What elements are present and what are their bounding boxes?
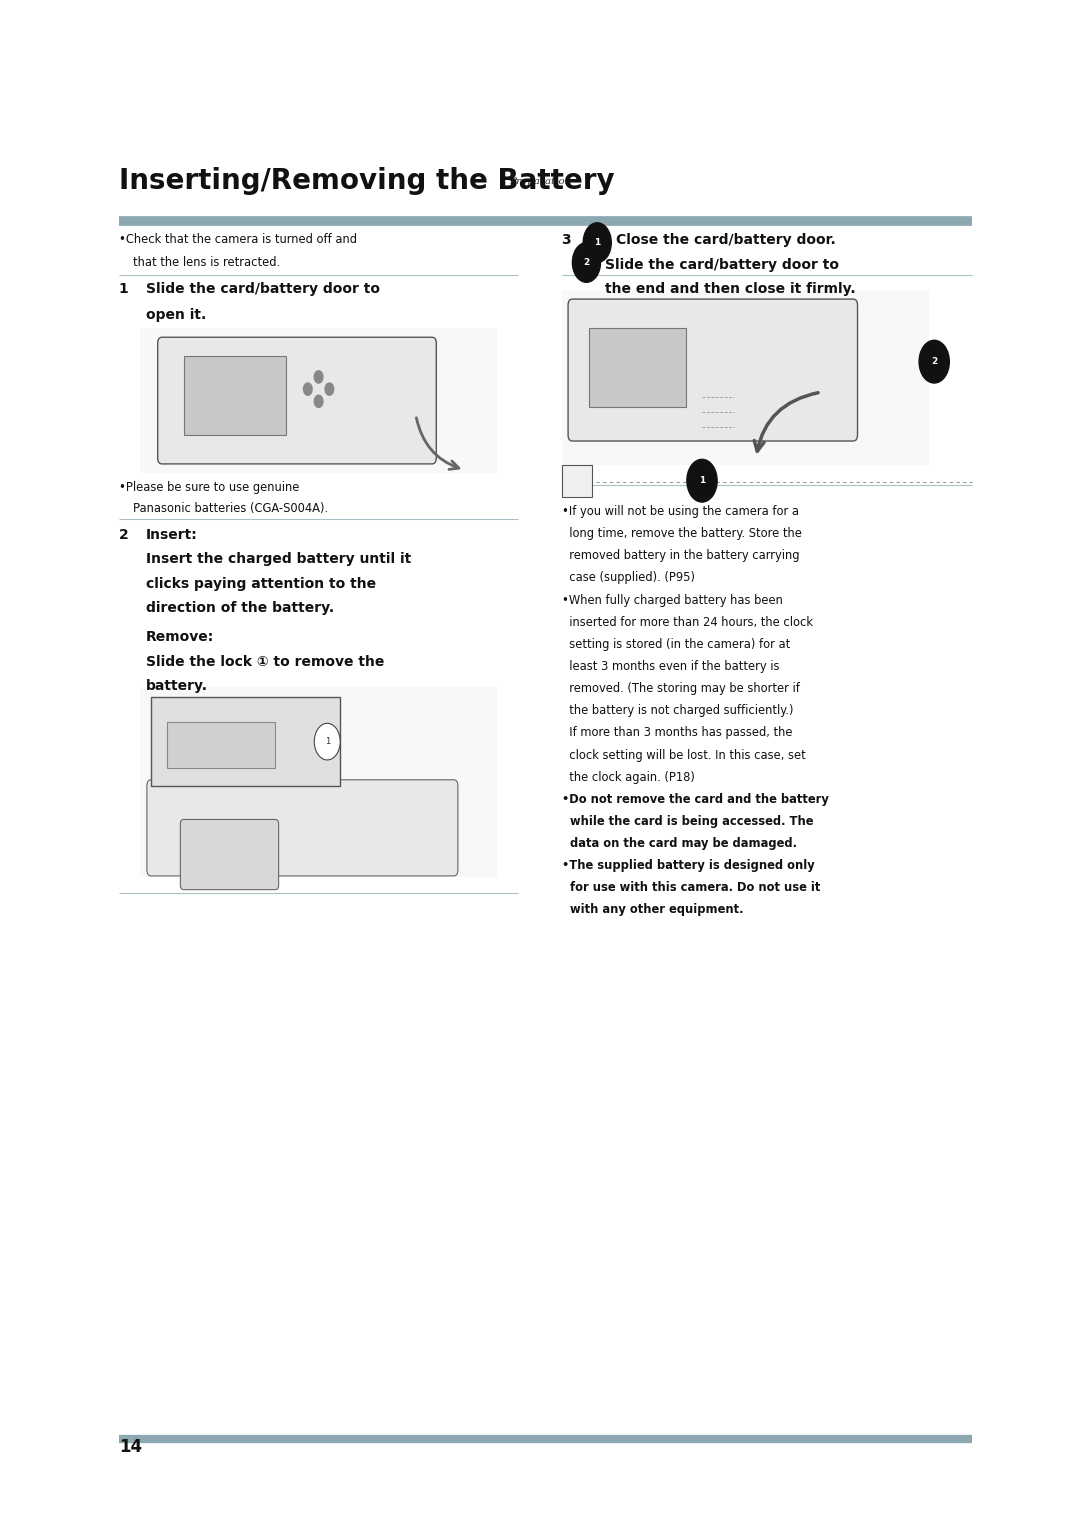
Text: Close the card/battery door.: Close the card/battery door. — [616, 233, 835, 247]
Bar — [184, 356, 286, 435]
Bar — [562, 290, 929, 465]
Text: 2: 2 — [583, 258, 590, 267]
Text: for use with this camera. Do not use it: for use with this camera. Do not use it — [562, 882, 820, 894]
Circle shape — [572, 243, 600, 282]
Text: •If you will not be using the camera for a: •If you will not be using the camera for… — [562, 505, 798, 519]
Bar — [151, 697, 340, 786]
Bar — [140, 687, 497, 877]
Text: while the card is being accessed. The: while the card is being accessed. The — [562, 815, 813, 829]
FancyBboxPatch shape — [158, 337, 436, 464]
Circle shape — [687, 459, 717, 502]
Text: 1: 1 — [325, 737, 329, 746]
Text: •When fully charged battery has been: •When fully charged battery has been — [562, 594, 783, 607]
Text: direction of the battery.: direction of the battery. — [146, 601, 334, 615]
Bar — [140, 328, 497, 473]
Text: with any other equipment.: with any other equipment. — [562, 903, 743, 917]
Text: •Check that the camera is turned off and: •Check that the camera is turned off and — [119, 233, 356, 247]
Circle shape — [583, 223, 611, 262]
Text: Insert:: Insert: — [146, 528, 198, 542]
Text: 2: 2 — [119, 528, 129, 542]
Text: 14: 14 — [119, 1437, 141, 1456]
Text: clock setting will be lost. In this case, set: clock setting will be lost. In this case… — [562, 749, 806, 761]
Text: Slide the lock ① to remove the: Slide the lock ① to remove the — [146, 655, 384, 668]
Text: open it.: open it. — [146, 308, 206, 322]
Bar — [589, 328, 686, 407]
FancyBboxPatch shape — [180, 819, 279, 890]
FancyBboxPatch shape — [568, 299, 858, 441]
Text: Slide the card/battery door to: Slide the card/battery door to — [146, 282, 380, 296]
Text: 1: 1 — [119, 282, 129, 296]
Text: Panasonic batteries (CGA-S004A).: Panasonic batteries (CGA-S004A). — [133, 502, 328, 516]
Circle shape — [314, 371, 323, 383]
Text: battery.: battery. — [146, 679, 207, 693]
Text: •Please be sure to use genuine: •Please be sure to use genuine — [119, 481, 299, 494]
Text: 3: 3 — [562, 233, 571, 247]
Text: least 3 months even if the battery is: least 3 months even if the battery is — [562, 661, 779, 673]
Circle shape — [919, 340, 949, 383]
Circle shape — [325, 383, 334, 395]
Text: Remove:: Remove: — [146, 630, 214, 644]
Text: the battery is not charged sufficiently.): the battery is not charged sufficiently.… — [562, 705, 793, 717]
Text: setting is stored (in the camera) for at: setting is stored (in the camera) for at — [562, 638, 789, 652]
Text: 1: 1 — [699, 476, 705, 485]
Text: removed battery in the battery carrying: removed battery in the battery carrying — [562, 549, 799, 563]
Text: inserted for more than 24 hours, the clock: inserted for more than 24 hours, the clo… — [562, 617, 812, 629]
Text: long time, remove the battery. Store the: long time, remove the battery. Store the — [562, 528, 801, 540]
Text: Preparation: Preparation — [509, 177, 571, 186]
Text: •The supplied battery is designed only: •The supplied battery is designed only — [562, 859, 814, 873]
Text: 2: 2 — [931, 357, 937, 366]
Bar — [562, 465, 592, 497]
Text: 1: 1 — [594, 238, 600, 247]
Text: •Do not remove the card and the battery: •Do not remove the card and the battery — [562, 794, 828, 806]
Text: If more than 3 months has passed, the: If more than 3 months has passed, the — [562, 726, 792, 740]
Bar — [167, 722, 275, 768]
Text: data on the card may be damaged.: data on the card may be damaged. — [562, 836, 797, 850]
Circle shape — [314, 723, 340, 760]
Text: clicks paying attention to the: clicks paying attention to the — [146, 577, 376, 591]
Text: Inserting/Removing the Battery: Inserting/Removing the Battery — [119, 168, 615, 195]
Text: the clock again. (P18): the clock again. (P18) — [562, 771, 694, 784]
Text: removed. (The storing may be shorter if: removed. (The storing may be shorter if — [562, 682, 799, 696]
Circle shape — [314, 395, 323, 407]
Text: that the lens is retracted.: that the lens is retracted. — [133, 256, 280, 270]
FancyBboxPatch shape — [147, 780, 458, 876]
Text: case (supplied). (P95): case (supplied). (P95) — [562, 572, 694, 584]
Circle shape — [303, 383, 312, 395]
Text: Slide the card/battery door to: Slide the card/battery door to — [605, 258, 839, 272]
Text: Insert the charged battery until it: Insert the charged battery until it — [146, 552, 411, 566]
Text: the end and then close it firmly.: the end and then close it firmly. — [605, 282, 855, 296]
